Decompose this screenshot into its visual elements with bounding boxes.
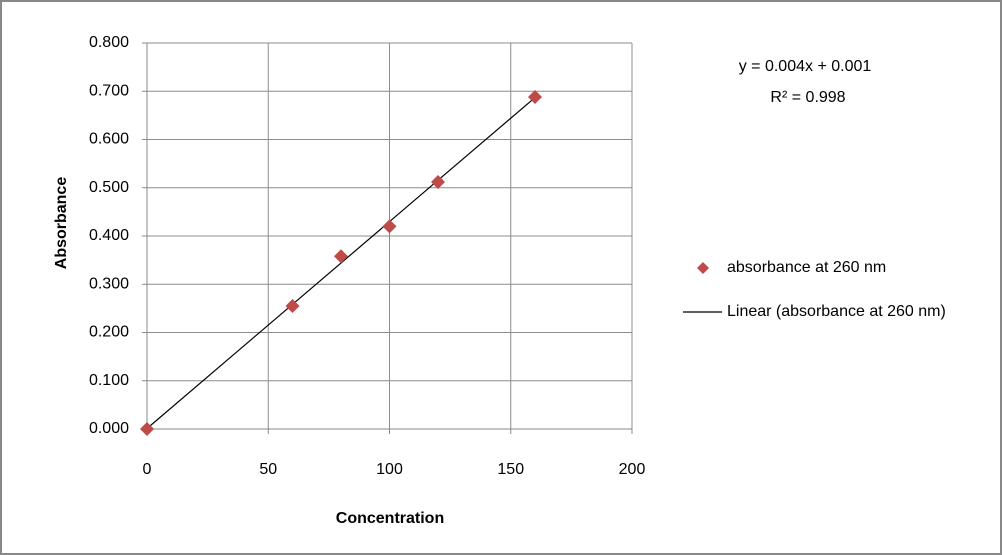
y-tick-label: 0.200 xyxy=(89,324,129,341)
y-tick-label: 0.400 xyxy=(89,227,129,244)
point xyxy=(528,90,542,105)
point xyxy=(334,249,348,264)
r-squared: R² = 0.998 xyxy=(770,89,845,106)
legend-label: absorbance at 260 nm xyxy=(727,259,886,276)
y-tick-label: 0.000 xyxy=(89,420,129,437)
point xyxy=(140,422,154,436)
point xyxy=(431,174,445,189)
legend-marker xyxy=(697,262,709,274)
x-tick-label: 200 xyxy=(619,461,646,478)
point xyxy=(285,298,300,313)
x-tick-label: 50 xyxy=(259,461,277,478)
y-axis-title: Absorbance xyxy=(53,177,70,270)
x-tick-label: 0 xyxy=(143,461,152,478)
x-axis-title: Concentration xyxy=(336,510,444,527)
equation: y = 0.004x + 0.001 xyxy=(739,58,872,75)
y-tick-label: 0.500 xyxy=(89,179,129,196)
y-tick-label: 0.600 xyxy=(89,131,129,148)
point xyxy=(382,219,397,234)
legend-label: Linear (absorbance at 260 nm) xyxy=(727,303,946,320)
y-tick-label: 0.300 xyxy=(89,275,129,292)
y-tick-label: 0.800 xyxy=(89,34,129,51)
x-tick-label: 100 xyxy=(376,461,403,478)
y-tick-label: 0.700 xyxy=(89,82,129,99)
y-tick-label: 0.100 xyxy=(89,372,129,389)
x-tick-label: 150 xyxy=(497,461,524,478)
